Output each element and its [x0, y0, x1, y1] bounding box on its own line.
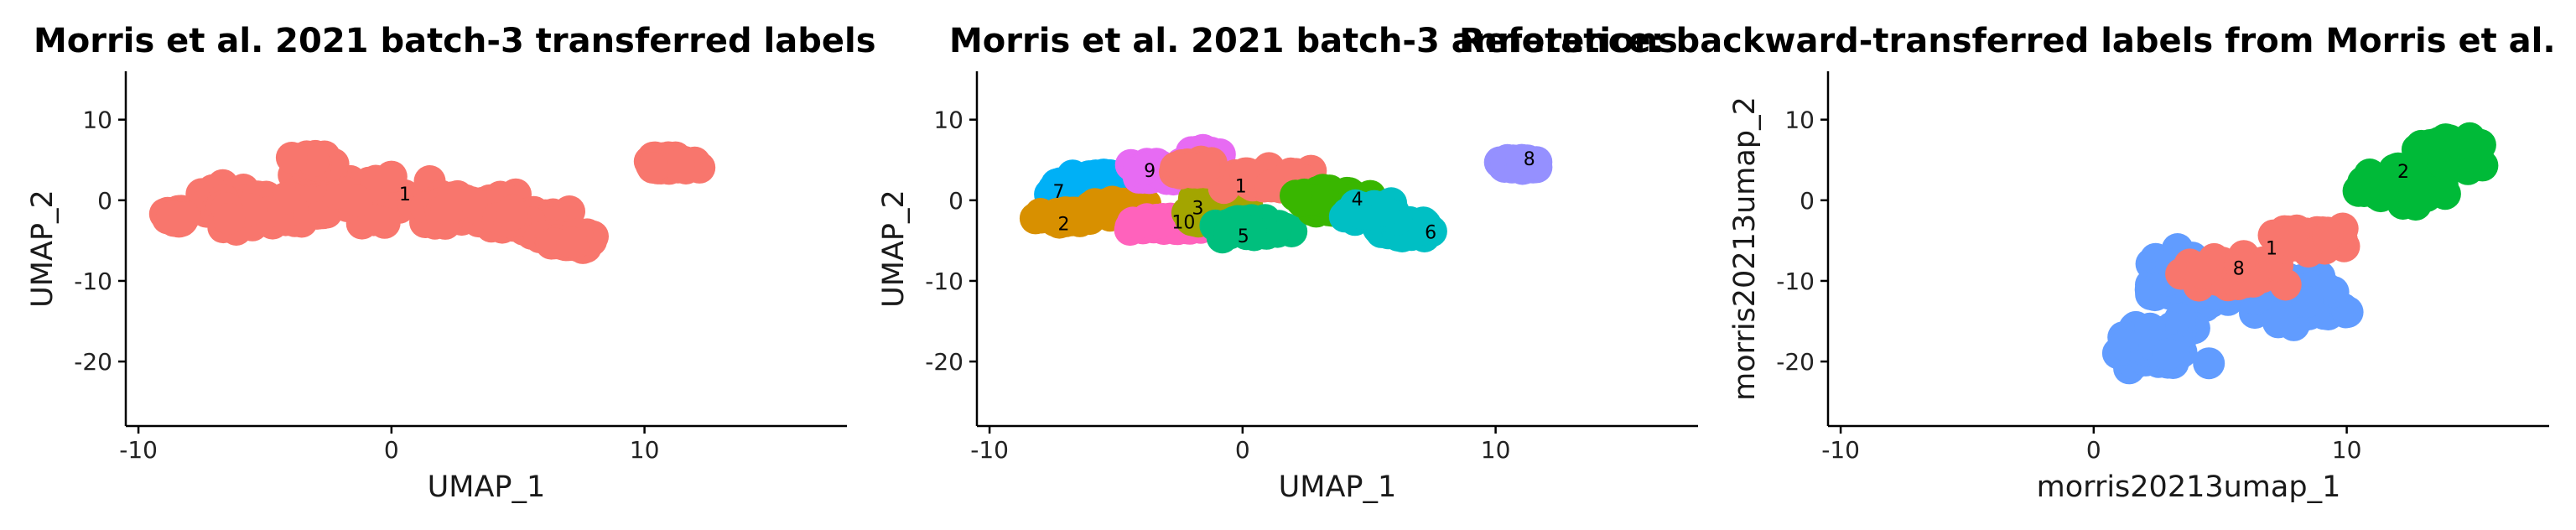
- point: [2291, 286, 2324, 319]
- point: [213, 202, 246, 235]
- point: [1368, 195, 1401, 227]
- point: [2355, 164, 2388, 196]
- point: [2193, 347, 2225, 380]
- point: [2152, 338, 2184, 371]
- point: [2312, 220, 2345, 252]
- cluster-label: 4: [1352, 190, 1363, 210]
- cluster-label: 1: [1235, 176, 1247, 197]
- point: [275, 142, 308, 174]
- x-axis-label: morris20213umap_1: [2037, 470, 2341, 504]
- x-tick-label: 10: [1481, 436, 1511, 464]
- x-tick-label: -10: [970, 436, 1009, 464]
- x-tick-label: 0: [384, 436, 399, 464]
- y-tick-label: -10: [925, 268, 963, 295]
- point: [2185, 257, 2218, 288]
- chart-title: Reference: backward-transferred labels f…: [1459, 22, 2556, 60]
- point: [375, 160, 408, 193]
- y-tick-label: 0: [1800, 187, 1815, 215]
- point: [496, 199, 528, 231]
- point: [2237, 265, 2270, 298]
- points: [148, 139, 716, 264]
- point: [662, 149, 695, 182]
- point: [1505, 143, 1538, 176]
- y-tick-label: 10: [82, 107, 112, 134]
- cluster-label: 6: [1425, 222, 1436, 243]
- chart-title: Morris et al. 2021 batch-3 transferred l…: [34, 22, 876, 60]
- point: [1254, 169, 1287, 202]
- point: [1129, 153, 1161, 185]
- point: [556, 226, 589, 259]
- point: [2444, 127, 2476, 160]
- point: [2275, 225, 2308, 257]
- points: [1019, 133, 1553, 254]
- point: [1188, 151, 1221, 184]
- y-tick-label: -20: [74, 348, 112, 376]
- y-tick-label: -20: [925, 348, 963, 376]
- point: [168, 200, 200, 233]
- y-tick-label: 0: [948, 187, 963, 215]
- point: [636, 152, 669, 184]
- x-tick-label: 0: [1235, 436, 1250, 464]
- cluster-label: 2: [2397, 162, 2409, 183]
- panel-1: Morris et al. 2021 batch-3 transferred l…: [26, 22, 876, 504]
- x-tick-label: 10: [630, 436, 660, 464]
- point: [1122, 207, 1155, 240]
- x-tick-label: -10: [119, 436, 158, 464]
- point: [1280, 179, 1313, 212]
- point: [1040, 199, 1072, 231]
- panel-3: Reference: backward-transferred labels f…: [1459, 22, 2556, 504]
- points: [2101, 122, 2499, 385]
- y-tick-label: -20: [1776, 348, 1815, 376]
- y-axis-label: UMAP_2: [877, 190, 911, 308]
- point: [1234, 215, 1267, 247]
- point: [1339, 189, 1372, 221]
- x-axis-label: UMAP_1: [428, 470, 546, 504]
- point: [455, 186, 488, 219]
- point: [2262, 306, 2294, 339]
- cluster-label: 7: [1053, 182, 1065, 203]
- cluster-label: 8: [1524, 149, 1535, 170]
- x-tick-label: 10: [2332, 436, 2362, 464]
- cluster-label: 1: [2266, 239, 2277, 260]
- y-tick-label: 0: [97, 187, 112, 215]
- y-tick-label: 10: [1784, 107, 1815, 134]
- cluster-label: 9: [1144, 161, 1156, 182]
- x-tick-label: -10: [1821, 436, 1860, 464]
- cluster-label: 8: [2233, 259, 2245, 280]
- cluster-label: 1: [399, 184, 411, 205]
- cluster-label: 2: [1058, 215, 1070, 236]
- x-tick-label: 0: [2086, 436, 2101, 464]
- cluster-label: 3: [1192, 198, 1203, 219]
- cluster-label: 10: [1171, 213, 1195, 234]
- x-axis-label: UMAP_1: [1279, 470, 1397, 504]
- y-axis-label: morris20213umap_2: [1728, 96, 1762, 401]
- y-tick-label: 10: [933, 107, 963, 134]
- y-axis-label: UMAP_2: [26, 190, 60, 308]
- point: [2399, 189, 2432, 221]
- y-tick-label: -10: [74, 268, 112, 295]
- point: [340, 184, 373, 217]
- panel-2: Morris et al. 2021 batch-3 annotations 7 2…: [877, 22, 1698, 504]
- cluster-label: 5: [1238, 226, 1249, 247]
- chart-title: Morris et al. 2021 batch-3 annotations: [949, 22, 1678, 60]
- point: [430, 193, 463, 226]
- y-tick-label: -10: [1776, 268, 1815, 295]
